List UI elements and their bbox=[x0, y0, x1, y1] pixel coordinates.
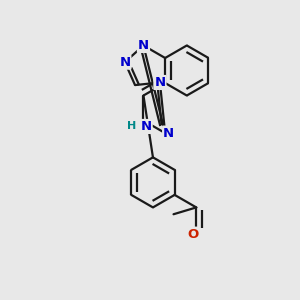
Text: N: N bbox=[141, 120, 152, 133]
Text: H: H bbox=[128, 122, 136, 131]
Text: N: N bbox=[119, 56, 130, 69]
Text: O: O bbox=[188, 228, 199, 241]
Text: N: N bbox=[154, 76, 166, 89]
Text: N: N bbox=[163, 127, 174, 140]
Text: N: N bbox=[138, 39, 149, 52]
